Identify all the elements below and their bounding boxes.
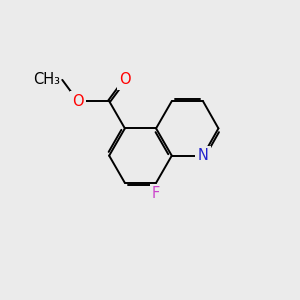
Text: O: O — [119, 72, 131, 87]
Text: F: F — [152, 186, 160, 201]
Text: CH₃: CH₃ — [33, 72, 60, 87]
Text: N: N — [197, 148, 208, 163]
Text: O: O — [72, 94, 84, 109]
